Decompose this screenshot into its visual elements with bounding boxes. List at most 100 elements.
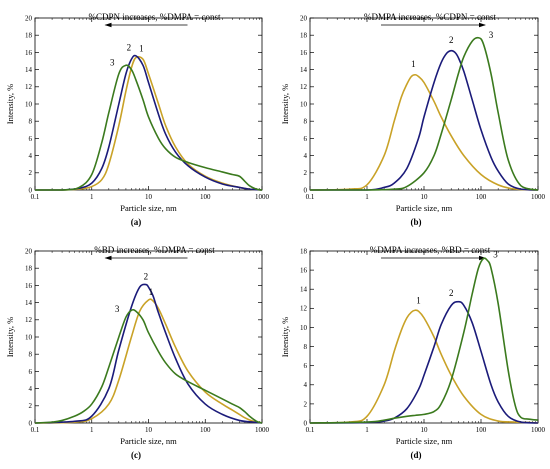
trend-arrow-head bbox=[104, 22, 112, 28]
y-tick-label: 16 bbox=[300, 267, 308, 275]
curve-label-1: 1 bbox=[139, 44, 144, 54]
plot-frame bbox=[34, 250, 263, 424]
y-tick-label: 12 bbox=[25, 83, 33, 91]
y-tick-label: 12 bbox=[300, 305, 308, 313]
y-tick-label: 2 bbox=[29, 169, 33, 177]
y-tick-label: 10 bbox=[300, 100, 308, 108]
plot-frame bbox=[309, 17, 539, 191]
y-tick-label: 2 bbox=[304, 169, 308, 177]
y-tick-label: 0 bbox=[29, 419, 33, 427]
y-tick-label: 6 bbox=[304, 362, 308, 370]
y-tick-label: 0 bbox=[29, 186, 33, 194]
y-tick-label: 14 bbox=[25, 66, 33, 74]
x-tick-label: 1000 bbox=[255, 193, 270, 201]
y-axis-title: Intensity, % bbox=[280, 317, 290, 358]
trend-annotation: %CDPN increases, %DMPA = const bbox=[89, 12, 221, 22]
series-line-1 bbox=[34, 298, 263, 424]
y-tick-label: 14 bbox=[300, 66, 308, 74]
x-tick-label: 1 bbox=[90, 193, 94, 201]
x-axis-title: Particle size, nm bbox=[396, 203, 453, 213]
panel-label: (a) bbox=[131, 217, 142, 227]
panel-label: (b) bbox=[411, 217, 422, 227]
x-tick-label: 0.1 bbox=[31, 426, 40, 434]
x-axis-title: Particle size, nm bbox=[396, 436, 453, 446]
y-tick-label: 0 bbox=[304, 186, 308, 194]
y-tick-label: 20 bbox=[25, 247, 33, 255]
trend-annotation: %DMPA increases, %CDPN = const bbox=[364, 12, 496, 22]
panel-label: (d) bbox=[411, 450, 422, 460]
curve-label-2: 2 bbox=[144, 271, 149, 281]
y-tick-label: 20 bbox=[25, 14, 33, 22]
y-tick-label: 12 bbox=[300, 83, 308, 91]
y-tick-label: 8 bbox=[304, 343, 308, 351]
x-tick-label: 1 bbox=[365, 426, 369, 434]
series-line-3 bbox=[34, 308, 263, 424]
trend-annotation: %DMPA increases, %BD = const bbox=[370, 245, 491, 255]
x-tick-label: 1000 bbox=[531, 426, 546, 434]
trend-arrow-head bbox=[104, 255, 112, 261]
y-axis-title: Intensity, % bbox=[5, 317, 15, 358]
curve-label-3: 3 bbox=[110, 57, 115, 67]
series-line-2 bbox=[309, 300, 539, 424]
y-tick-label: 16 bbox=[25, 49, 33, 57]
y-tick-label: 18 bbox=[300, 32, 308, 40]
x-tick-label: 100 bbox=[476, 193, 487, 201]
x-tick-label: 10 bbox=[421, 193, 429, 201]
series-line-1 bbox=[309, 309, 539, 424]
plot-frame bbox=[34, 17, 263, 191]
y-tick-label: 16 bbox=[300, 49, 308, 57]
x-tick-label: 100 bbox=[200, 426, 211, 434]
y-tick-label: 16 bbox=[25, 282, 33, 290]
x-tick-label: 0.1 bbox=[306, 426, 315, 434]
series-line-1 bbox=[34, 55, 263, 191]
y-tick-label: 14 bbox=[25, 299, 33, 307]
trend-arrow-head bbox=[479, 255, 486, 261]
curve-label-1: 1 bbox=[416, 296, 421, 306]
y-tick-label: 14 bbox=[300, 286, 308, 294]
y-tick-label: 20 bbox=[300, 14, 308, 22]
y-tick-label: 12 bbox=[25, 316, 33, 324]
y-axis-title: Intensity, % bbox=[5, 84, 15, 125]
panel-label: (c) bbox=[131, 450, 141, 460]
x-tick-label: 0.1 bbox=[306, 193, 315, 201]
y-tick-label: 0 bbox=[304, 419, 308, 427]
y-tick-label: 8 bbox=[29, 118, 33, 126]
curve-label-3: 3 bbox=[489, 30, 494, 40]
y-tick-label: 18 bbox=[300, 247, 308, 255]
curve-label-2: 2 bbox=[449, 35, 454, 45]
series-line-2 bbox=[309, 49, 539, 191]
y-tick-label: 4 bbox=[29, 152, 33, 160]
y-axis-title: Intensity, % bbox=[280, 84, 290, 125]
x-tick-label: 10 bbox=[145, 193, 153, 201]
trend-annotation: %BD increases, %DMPA = const bbox=[94, 245, 215, 255]
y-tick-label: 4 bbox=[304, 381, 308, 389]
y-tick-label: 8 bbox=[29, 351, 33, 359]
x-axis-title: Particle size, nm bbox=[120, 203, 177, 213]
x-tick-label: 1 bbox=[365, 193, 369, 201]
series-line-2 bbox=[34, 54, 263, 191]
y-tick-label: 2 bbox=[304, 400, 308, 408]
x-tick-label: 10 bbox=[421, 426, 429, 434]
y-tick-label: 4 bbox=[29, 385, 33, 393]
y-tick-label: 18 bbox=[25, 265, 33, 273]
y-tick-label: 10 bbox=[25, 100, 33, 108]
x-tick-label: 1 bbox=[90, 426, 94, 434]
y-tick-label: 10 bbox=[300, 324, 308, 332]
curve-label-3: 3 bbox=[115, 304, 120, 314]
y-tick-label: 18 bbox=[25, 32, 33, 40]
series-line-1 bbox=[309, 73, 539, 191]
y-tick-label: 2 bbox=[29, 402, 33, 410]
x-tick-label: 100 bbox=[476, 426, 487, 434]
x-tick-label: 0.1 bbox=[31, 193, 40, 201]
curve-label-2: 2 bbox=[449, 288, 454, 298]
y-tick-label: 8 bbox=[304, 118, 308, 126]
curve-label-3: 3 bbox=[493, 250, 498, 260]
y-tick-label: 6 bbox=[304, 135, 308, 143]
series-line-3 bbox=[34, 64, 263, 191]
x-axis-title: Particle size, nm bbox=[120, 436, 177, 446]
x-tick-label: 1000 bbox=[255, 426, 270, 434]
